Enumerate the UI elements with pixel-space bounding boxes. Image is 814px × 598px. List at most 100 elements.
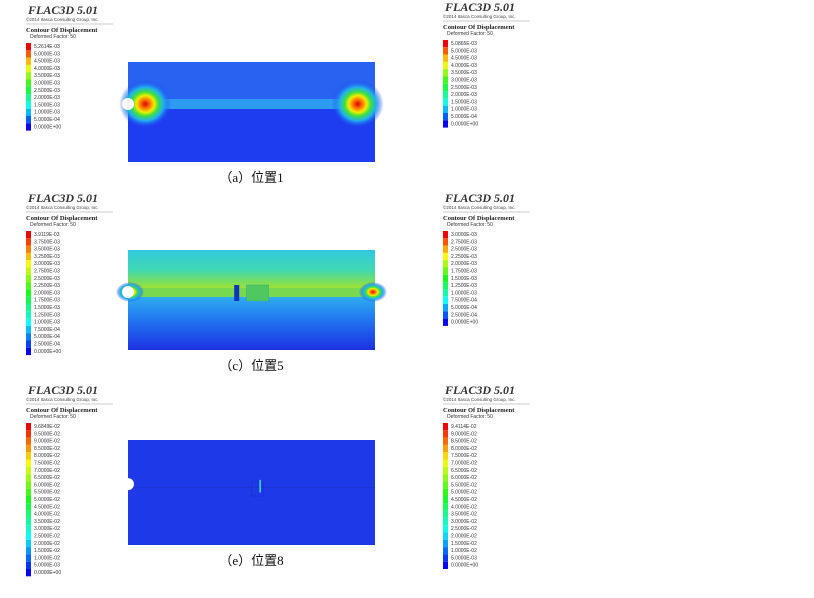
legend-label: 5.0000E-03 (451, 555, 477, 561)
legend-swatch (26, 231, 31, 239)
legend-label: 5.0865E-03 (451, 41, 477, 47)
software-title: FLAC3D 5.01 (444, 0, 515, 14)
legend-swatch (26, 481, 31, 489)
legend-label: 6.5000E-02 (34, 475, 60, 481)
legend-swatch (26, 452, 31, 460)
legend-label: 7.5000E-04 (34, 327, 60, 333)
legend-swatch (26, 561, 31, 569)
legend-swatch (443, 274, 448, 283)
legend-label: 0.0000E+00 (451, 320, 478, 326)
legend-label: 3.0000E-03 (34, 261, 60, 267)
legend-label: 9.4114E-02 (451, 424, 477, 430)
legend-swatch (443, 532, 448, 540)
legend-swatch (443, 539, 448, 548)
block (246, 284, 269, 302)
deformed-factor: Deformed Factor: 50 (447, 31, 493, 37)
legend-label: 2.5000E-02 (34, 533, 60, 539)
legend-swatch (26, 554, 31, 562)
legend-swatch (443, 282, 448, 290)
legend-label: 1.5000E-03 (451, 276, 477, 282)
legend-swatch (443, 437, 448, 445)
copyright: ©2014 Itasca Consulting Group, Inc. (443, 204, 516, 210)
legend-swatch (443, 481, 448, 489)
legend-label: 4.5000E-03 (451, 56, 477, 62)
legend-swatch (443, 76, 448, 84)
legend-swatch (443, 47, 448, 55)
legend-swatch (26, 474, 31, 482)
legend-swatch (443, 525, 448, 533)
legend-swatch (443, 105, 448, 113)
legend-label: 4.5000E-02 (34, 504, 60, 510)
legend-label: 2.5000E-02 (451, 526, 477, 532)
copyright: ©2014 Itasca Consulting Group, Inc. (443, 396, 516, 402)
legend-label: 1.2500E-03 (34, 312, 60, 318)
notch (122, 286, 134, 298)
legend-label: 3.0000E-03 (451, 77, 477, 83)
legend-swatch (443, 466, 448, 475)
legend-label: 8.0000E-02 (34, 453, 60, 459)
legend-swatch (26, 539, 31, 548)
legend-label: 8.0000E-02 (451, 446, 477, 452)
legend-label: 1.5000E-02 (34, 548, 60, 554)
legend-swatch (443, 496, 448, 504)
contour-heading: Contour Of Displacement (26, 215, 98, 222)
legend-swatch (443, 238, 448, 246)
legend-label: 2.5000E-04 (34, 341, 60, 347)
deformed-factor: Deformed Factor: 50 (447, 414, 493, 420)
legend-swatch (443, 245, 448, 253)
legend-label: 3.0000E-03 (451, 232, 477, 238)
legend-label: 5.0000E-04 (451, 114, 477, 120)
software-title: FLAC3D 5.01 (444, 383, 515, 397)
legend-swatch (26, 72, 31, 80)
legend-label: 2.5000E-04 (451, 312, 477, 318)
legend-swatch (443, 452, 448, 460)
legend-label: 0.0000E+00 (34, 570, 61, 576)
legend-label: 4.5000E-03 (34, 59, 60, 65)
legend-swatch (443, 547, 448, 555)
legend-label: 1.0000E-03 (451, 290, 477, 296)
legend-label: 1.7500E-03 (34, 298, 60, 304)
legend-swatch (26, 108, 31, 116)
legend-label: 9.0000E-02 (34, 439, 60, 445)
legend-label: 1.5000E-02 (451, 541, 477, 547)
legend-label: 3.5000E-02 (34, 519, 60, 525)
legend-swatch (443, 61, 448, 70)
legend-swatch (26, 466, 31, 475)
legend-swatch (443, 83, 448, 92)
deformed-factor: Deformed Factor: 50 (30, 34, 76, 40)
contour-plot (116, 250, 387, 350)
legend-swatch (26, 94, 31, 102)
legend-swatch (443, 54, 448, 62)
copyright: ©2014 Itasca Consulting Group, Inc. (443, 13, 516, 19)
legend-label: 7.0000E-02 (34, 468, 60, 474)
legend-label: 0.0000E+00 (34, 349, 61, 355)
legend-label: 5.2614E-03 (34, 44, 60, 50)
copyright: ©2014 Itasca Consulting Group, Inc. (26, 204, 99, 210)
legend-swatch (26, 333, 31, 341)
legend-swatch (26, 123, 31, 131)
caption: （c）位置5 (219, 358, 283, 373)
legend-swatch (443, 296, 448, 304)
legend-label: 8.5000E-02 (451, 439, 477, 445)
legend-label: 5.5000E-02 (451, 482, 477, 488)
legend-swatch (443, 311, 448, 319)
panel: FLAC3D 5.01©2014 Itasca Consulting Group… (443, 191, 530, 326)
contour-plot (122, 440, 375, 545)
legend-label: 3.0000E-02 (451, 519, 477, 525)
legend-label: 1.2500E-03 (451, 283, 477, 289)
legend-label: 0.0000E+00 (451, 121, 478, 127)
legend-label: 1.0000E-03 (34, 110, 60, 116)
legend-swatch (443, 503, 448, 511)
legend-swatch (26, 488, 31, 496)
legend-label: 2.5000E-03 (34, 88, 60, 94)
panel: FLAC3D 5.01©2014 Itasca Consulting Group… (26, 3, 384, 185)
contour-heading: Contour Of Displacement (443, 24, 515, 31)
legend-label: 9.5000E-02 (34, 431, 60, 437)
legend-label: 1.5000E-03 (34, 102, 60, 108)
legend-swatch (26, 325, 31, 334)
legend-label: 3.0000E-03 (34, 80, 60, 86)
legend-swatch (443, 423, 448, 431)
deformed-factor: Deformed Factor: 50 (30, 222, 76, 228)
hotspot (359, 282, 387, 302)
legend-swatch (26, 430, 31, 438)
